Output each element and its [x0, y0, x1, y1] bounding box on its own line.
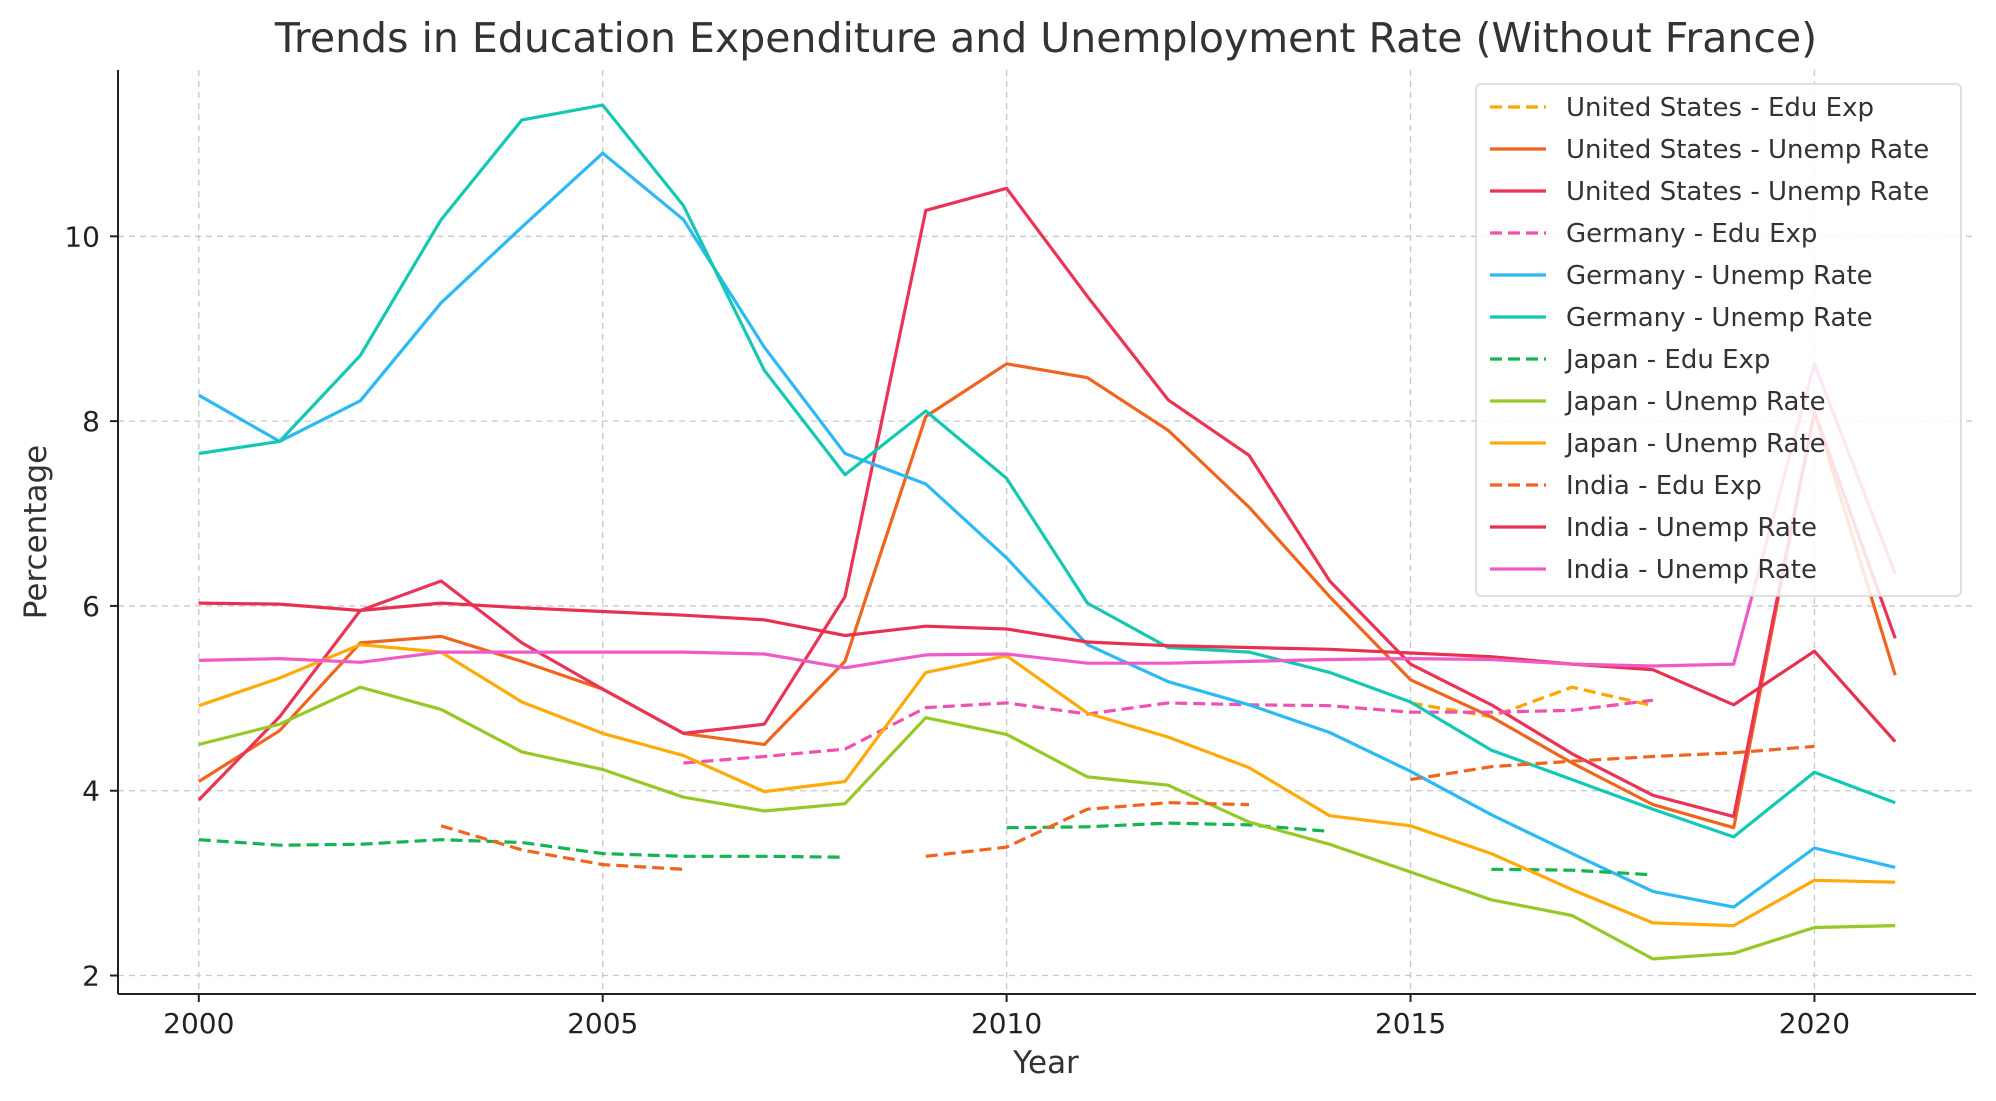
- y-tick-label: 2: [82, 960, 100, 993]
- series-line-3: [683, 698, 1654, 765]
- legend: United States - Edu Exp United States - U…: [1475, 83, 1962, 597]
- y-tick-label: 6: [82, 590, 100, 623]
- y-tick-label: 4: [82, 775, 100, 808]
- y-tick-label: 8: [82, 405, 100, 438]
- series-line-6: [198, 821, 1653, 877]
- legend-label: India - Unemp Rate: [1566, 555, 1817, 585]
- x-axis-label: Year: [1012, 1045, 1079, 1081]
- legend-label: Japan - Unemp Rate: [1564, 429, 1826, 459]
- series-line-11: [198, 362, 1897, 670]
- legend-frame: [1475, 83, 1962, 597]
- series-line-1: [197, 362, 1897, 830]
- series-line-4: [198, 151, 1896, 909]
- series-layer: [197, 103, 1897, 961]
- x-tick-label: 2015: [1375, 1007, 1446, 1040]
- x-tick-label: 2000: [163, 1007, 234, 1040]
- legend-label: Germany - Unemp Rate: [1566, 261, 1873, 291]
- series-line-9: [440, 744, 1815, 871]
- legend-label: Japan - Unemp Rate: [1564, 387, 1826, 417]
- x-tick-label: 2005: [567, 1007, 638, 1040]
- series-line-2: [197, 186, 1897, 819]
- legend-label: United States - Unemp Rate: [1566, 177, 1929, 207]
- legend-label: United States - Unemp Rate: [1566, 135, 1929, 165]
- y-axis-label: Percentage: [18, 445, 54, 619]
- series-line-0: [1410, 685, 1654, 719]
- legend-label: Germany - Unemp Rate: [1566, 303, 1873, 333]
- axes-layer: [117, 70, 1976, 995]
- series-line-10: [198, 601, 1897, 743]
- chart-title: Trends in Education Expenditure and Unem…: [274, 14, 1817, 62]
- series-line-5: [198, 103, 1896, 839]
- legend-label: United States - Edu Exp: [1566, 93, 1874, 123]
- legend-label: India - Edu Exp: [1566, 471, 1762, 501]
- series-line-7: [198, 685, 1896, 961]
- y-tick-label: 10: [64, 220, 100, 253]
- legend-label: India - Unemp Rate: [1566, 513, 1817, 543]
- x-tick-label: 2020: [1779, 1007, 1850, 1040]
- series-line-8: [198, 643, 1896, 928]
- legend-label: Germany - Edu Exp: [1566, 219, 1817, 249]
- x-tick-label: 2010: [971, 1007, 1042, 1040]
- tick-layer: 2000 2005 2010 2015 2020 2 4 6 8 10: [64, 220, 1850, 1040]
- legend-label: Japan - Edu Exp: [1564, 345, 1770, 375]
